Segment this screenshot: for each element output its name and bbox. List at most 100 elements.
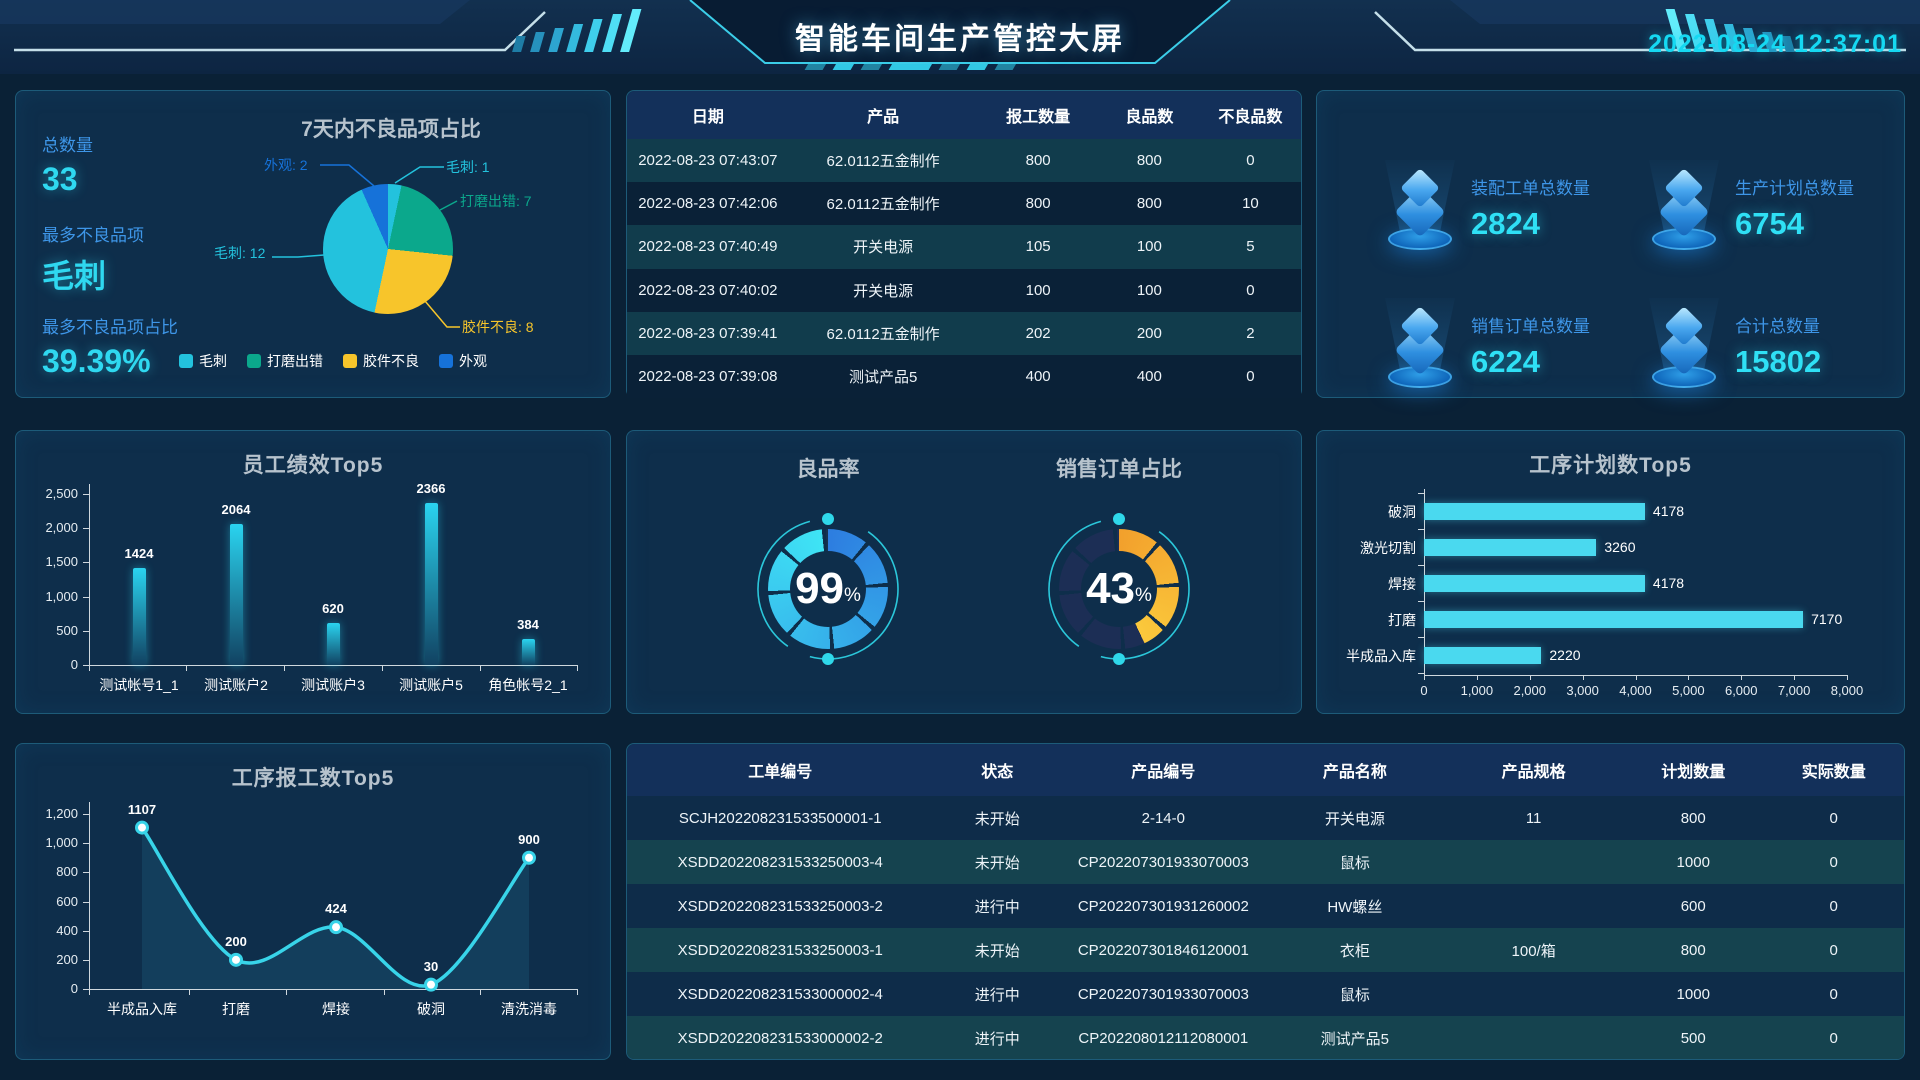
x-tick xyxy=(1582,675,1584,680)
layer-stack-icon xyxy=(1647,298,1721,394)
bar xyxy=(1424,611,1804,628)
table-cell: 62.0112五金制作 xyxy=(826,325,940,343)
gauge-unit: % xyxy=(1135,585,1152,606)
table-cell: 鼠标 xyxy=(1339,986,1370,1004)
legend-item: 外观 xyxy=(439,351,487,371)
table-cell: 1000 xyxy=(1676,853,1710,871)
gauge-value: 43% xyxy=(1034,504,1204,674)
table-cell: 2022-08-23 07:39:41 xyxy=(638,324,778,342)
y-tick-label: 0 xyxy=(70,981,78,996)
legend-item: 打磨出错 xyxy=(247,351,323,371)
table-cell: 100/箱 xyxy=(1511,942,1556,960)
table-header-cell: 实际数量 xyxy=(1801,764,1866,781)
table-cell: 测试产品5 xyxy=(1320,1030,1390,1048)
table-cell: 400 xyxy=(1136,367,1162,385)
table-body: SCJH202208231533500001-1 未开始 2-14-0 开关电源 11 8… xyxy=(627,796,1904,1059)
table-cell: 600 xyxy=(1680,897,1706,915)
x-tick xyxy=(1529,675,1531,680)
x-tick-label: 7,000 xyxy=(1777,683,1811,698)
table-cell: 100 xyxy=(1136,238,1162,256)
table-cell: 未开始 xyxy=(974,942,1020,960)
right-stripes-icon xyxy=(1665,9,1795,52)
table-cell: CP202207301846120001 xyxy=(1077,941,1249,959)
table-cell: 800 xyxy=(1680,809,1706,827)
y-tick xyxy=(1418,601,1424,602)
table-cell: 100 xyxy=(1025,281,1051,299)
table-cell: 2022-08-23 07:40:49 xyxy=(638,238,778,256)
y-tick xyxy=(83,562,89,564)
table-cell: CP202208012112080001 xyxy=(1078,1029,1249,1047)
table-cell: SCJH202208231533500001-1 xyxy=(678,809,882,827)
table-header-cell: 良品数 xyxy=(1125,109,1174,126)
y-tick-label: 1,200 xyxy=(45,806,78,821)
table-cell: 开关电源 xyxy=(853,239,914,257)
point-value-label: 900 xyxy=(518,831,540,847)
y-tick-label: 1,500 xyxy=(45,554,78,570)
x-tick xyxy=(89,989,90,995)
gauge-title-sales: 销售订单占比 xyxy=(1056,458,1182,481)
y-tick-label: 1,000 xyxy=(45,588,78,604)
line-series xyxy=(135,820,536,992)
x-tick xyxy=(286,989,287,995)
table-header-cell: 产品规格 xyxy=(1501,764,1566,781)
table-cell: 62.0112五金制作 xyxy=(826,196,940,214)
stat-total: 总数量 33 xyxy=(42,131,93,198)
y-tick xyxy=(83,901,89,903)
y-tick-label: 600 xyxy=(56,893,78,909)
center-dashes-icon xyxy=(804,64,1017,70)
table-header: 日期 产品 报工数量 良品数 不良品数 xyxy=(627,91,1301,139)
table-cell: 开关电源 xyxy=(853,282,914,300)
layer-stack-icon xyxy=(1383,298,1457,394)
y-tick-label: 500 xyxy=(56,622,78,638)
table-row: 2022-08-23 07:40:49 开关电源 105 100 5 xyxy=(627,225,1301,269)
y-axis xyxy=(89,802,90,989)
table-cell: 62.0112五金制作 xyxy=(826,153,940,171)
card-label: 生产计划总数量 xyxy=(1735,179,1854,198)
bar-value-label: 2220 xyxy=(1549,647,1581,663)
x-tick-label: 0 xyxy=(1420,683,1428,698)
table-row: 2022-08-23 07:39:41 62.0112五金制作 202 200 2 xyxy=(627,311,1301,355)
table-cell: 0 xyxy=(1246,281,1255,299)
table-header-cell: 报工数量 xyxy=(1006,109,1071,126)
panel-work-order-table: 工单编号 状态 产品编号 产品名称 产品规格 计划数量 实际数量 SCJH2022082315… xyxy=(626,743,1905,1060)
x-category-label: 打磨 xyxy=(222,1001,250,1017)
x-tick-label: 5,000 xyxy=(1672,683,1705,698)
sales-ratio-gauge: 43% xyxy=(1034,504,1204,674)
table-cell: 105 xyxy=(1025,238,1051,256)
table-cell: 11 xyxy=(1525,809,1542,827)
table-cell: 800 xyxy=(1025,152,1051,170)
x-category-label: 测试账户5 xyxy=(399,677,463,693)
card-text: 装配工单总数量 2824 xyxy=(1471,174,1590,242)
bar-value-label: 3260 xyxy=(1604,539,1636,555)
data-point xyxy=(522,850,536,865)
table-cell: 0 xyxy=(1829,985,1838,1003)
table-cell: 800 xyxy=(1136,195,1162,213)
table-row: 2022-08-23 07:42:06 62.0112五金制作 800 800 10 xyxy=(627,182,1301,226)
table-header-cell: 计划数量 xyxy=(1661,764,1726,781)
table-cell: 2022-08-23 07:42:06 xyxy=(638,195,778,213)
order-stat-card: 生产计划总数量 6754 xyxy=(1647,143,1907,273)
pie-legend: 毛刺 打磨出错 胶件不良 外观 xyxy=(76,351,590,371)
table-cell: 进行中 xyxy=(974,1030,1020,1048)
bar xyxy=(521,638,535,665)
left-stripes-icon xyxy=(512,9,642,52)
y-tick xyxy=(83,630,89,632)
card-value: 6754 xyxy=(1735,206,1804,241)
gauge-number: 99 xyxy=(795,564,845,613)
bar xyxy=(1424,503,1645,520)
stat-value: 毛刺 xyxy=(42,258,107,294)
table-cell: 进行中 xyxy=(974,898,1020,916)
x-tick-label: 8,000 xyxy=(1830,683,1864,698)
table-header-cell: 状态 xyxy=(981,764,1014,781)
y-tick xyxy=(1418,493,1424,494)
table-cell: HW螺丝 xyxy=(1327,898,1383,916)
table-cell: 800 xyxy=(1136,152,1162,170)
stat-top-defect: 最多不良品项 毛刺 xyxy=(42,221,144,297)
y-tick xyxy=(83,528,89,530)
table-body: 2022-08-23 07:43:07 62.0112五金制作 800 800 0 202… xyxy=(627,139,1301,399)
x-tick xyxy=(1424,675,1425,680)
header-banner: 智能车间生产管控大屏 2022-08-24 12:37:01 xyxy=(0,0,1920,74)
y-tick-label: 1,000 xyxy=(45,835,78,851)
order-stat-card: 合计总数量 15802 xyxy=(1647,281,1907,411)
